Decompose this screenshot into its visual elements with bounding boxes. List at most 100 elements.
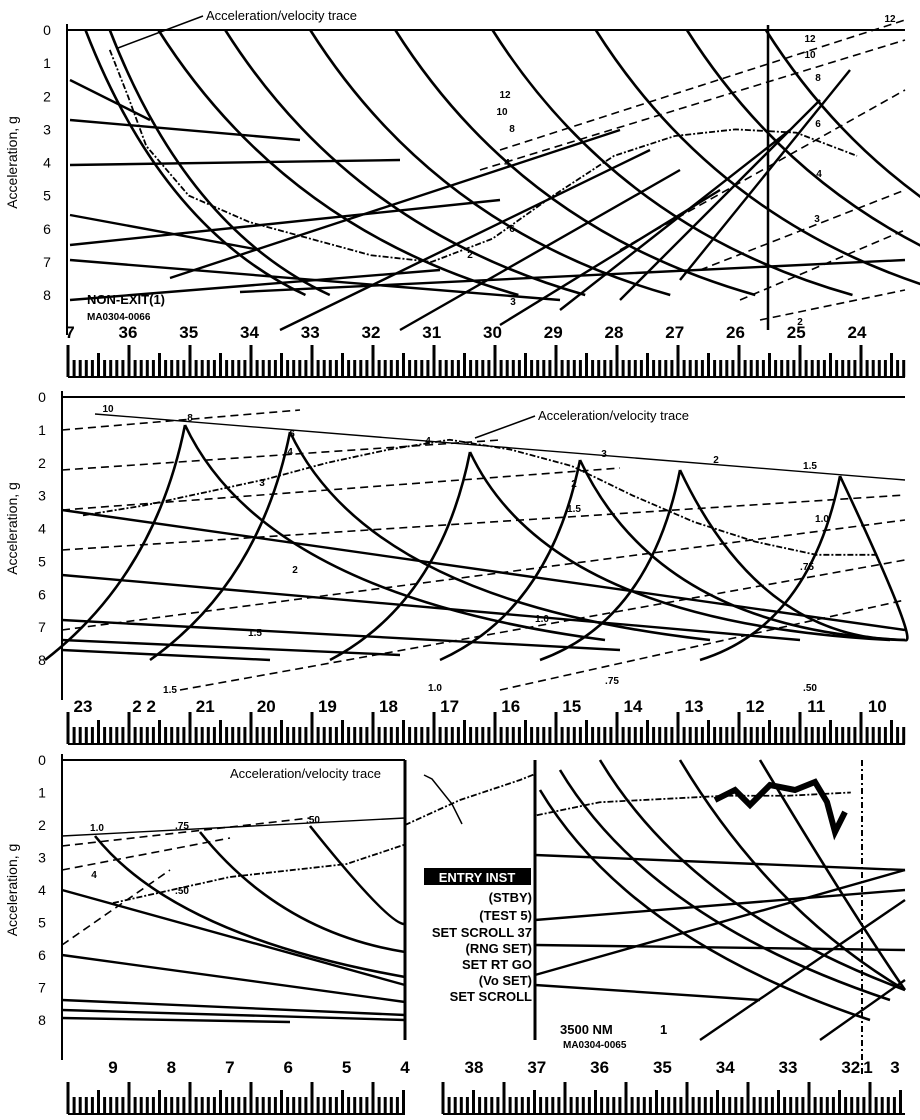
entry-inst-box	[424, 868, 531, 885]
curve-label: 2	[571, 479, 577, 490]
y-tick-label: 8	[43, 287, 51, 303]
curve-label: 3	[814, 214, 820, 225]
curve-label: 4	[287, 447, 293, 458]
y-tick-label: 5	[38, 915, 46, 931]
x-tick-label: 30	[483, 323, 502, 342]
curve-label: 10	[804, 50, 816, 61]
entry-inst-title: ENTRY INST	[439, 870, 516, 885]
reference-line	[69, 78, 151, 122]
x-tick-label: 31	[422, 323, 441, 342]
reference-arc-curve	[198, 831, 406, 954]
dashed-reference-line	[61, 409, 301, 431]
y-tick-label: 8	[38, 652, 46, 668]
dashed-reference-line	[759, 289, 906, 321]
y-tick-label: 2	[38, 455, 46, 471]
x-tick-label: 17	[440, 697, 459, 716]
reference-arc-curve	[491, 29, 853, 297]
figure-id: MA0304-0066	[87, 312, 151, 323]
curve-label: .50	[803, 683, 817, 694]
y-tick-label: 3	[38, 850, 46, 866]
reference-line	[69, 158, 401, 167]
reference-line	[534, 943, 906, 952]
curve-label: 10	[102, 404, 114, 415]
reference-line	[699, 899, 906, 1041]
x-tick-label: 7	[225, 1058, 234, 1077]
reference-arc-curve	[308, 825, 406, 926]
x-tick-label: 14	[623, 697, 642, 716]
y-tick-label: 1	[38, 785, 46, 801]
reference-line	[69, 198, 501, 247]
curve-label: 10	[496, 107, 508, 118]
y-tick-label: 4	[38, 882, 46, 898]
x-tick-label: 8	[167, 1058, 176, 1077]
y-tick-label: 0	[38, 752, 46, 768]
x-tick-label: 33	[779, 1058, 798, 1077]
x-tick-label: 36	[590, 1058, 609, 1077]
reference-line	[534, 853, 906, 872]
curve-label: 3	[259, 478, 265, 489]
reference-line	[69, 118, 301, 142]
reference-arc-curve	[838, 475, 909, 642]
reference-line	[399, 168, 681, 332]
figure-id: MA0304-0065	[563, 1040, 627, 1051]
reference-line	[679, 69, 851, 281]
reference-line	[239, 258, 906, 294]
x-tick-label: 1	[863, 1058, 872, 1077]
x-tick-label: 3	[890, 1058, 899, 1077]
mode-label: NON-EXIT(1)	[87, 292, 165, 307]
y-tick-label: 7	[38, 619, 46, 635]
x-tick-label: 2 2	[132, 697, 156, 716]
instruction-line: (RNG SET)	[466, 941, 532, 956]
dashed-reference-line	[61, 837, 231, 871]
curve-label: 4	[816, 169, 822, 180]
y-tick-label: 3	[43, 121, 51, 137]
reference-arc-curve	[685, 29, 920, 247]
reference-arc-curve	[678, 759, 906, 992]
x-tick-label: 23	[74, 697, 93, 716]
curve-label: .75	[800, 562, 814, 573]
y-tick-label: 6	[38, 586, 46, 602]
curve-label: 6	[509, 224, 515, 235]
x-tick-label: 37	[527, 1058, 546, 1077]
x-tick-label: 5	[342, 1058, 351, 1077]
x-tick-label: 32	[362, 323, 381, 342]
curve-label: 2	[713, 455, 719, 466]
y-tick-label: 2	[38, 817, 46, 833]
trace-oscillation	[713, 778, 848, 841]
reference-line	[619, 99, 821, 301]
x-tick-label: 27	[665, 323, 684, 342]
curve-label: 4	[91, 870, 97, 881]
x-tick-label: 26	[726, 323, 745, 342]
y-tick-label: 4	[43, 155, 51, 171]
annotation-leader	[423, 774, 463, 825]
dashed-reference-line	[61, 869, 171, 946]
curve-label: 3	[510, 297, 516, 308]
reference-line	[69, 268, 441, 302]
reference-arc-curve	[558, 769, 891, 1002]
y-tick-label: 4	[38, 521, 46, 537]
x-tick-label: 19	[318, 697, 337, 716]
curve-label: 2	[467, 250, 473, 261]
curve-label: 2	[797, 317, 803, 328]
reference-arc-curve	[539, 469, 682, 662]
reference-line	[61, 953, 406, 1004]
y-tick-label: 6	[43, 221, 51, 237]
reference-line	[534, 868, 906, 977]
curve-label: 1.0	[428, 683, 442, 694]
curve-label: .75	[175, 821, 189, 832]
reference-arc-curve	[394, 29, 756, 297]
x-tick-label: 32	[841, 1058, 860, 1077]
reference-arc-curve	[758, 759, 907, 991]
reference-arc-curve	[598, 759, 906, 992]
reference-line	[61, 1016, 291, 1024]
curve-label: 8	[187, 413, 193, 424]
reference-line	[61, 648, 271, 662]
y-tick-label: 2	[43, 88, 51, 104]
y-tick-label: 1	[38, 422, 46, 438]
dashed-reference-line	[61, 519, 906, 631]
y-tick-label: 0	[43, 22, 51, 38]
instruction-line: (TEST 5)	[479, 908, 532, 923]
x-tick-label: 28	[605, 323, 624, 342]
curve-label: 8	[815, 73, 821, 84]
reference-line	[69, 213, 261, 252]
